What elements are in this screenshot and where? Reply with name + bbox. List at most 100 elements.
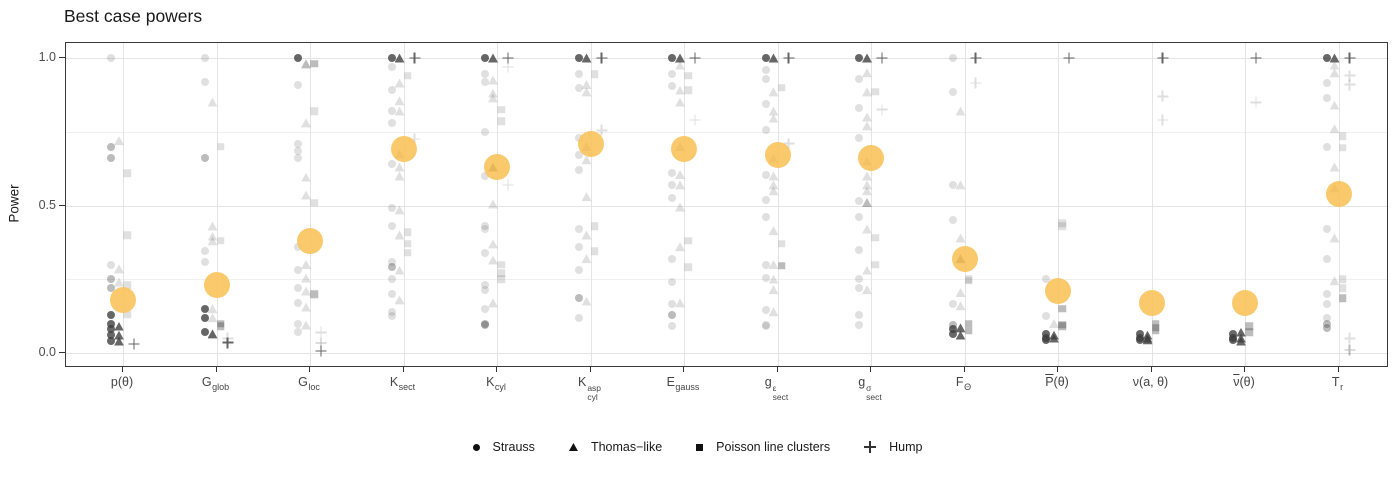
mean-point — [671, 136, 697, 163]
gridline-horizontal — [66, 131, 1387, 133]
data-point — [955, 106, 966, 116]
data-point — [1151, 324, 1160, 332]
gridline-horizontal — [66, 353, 1387, 355]
data-point — [481, 320, 489, 329]
data-point — [1157, 90, 1168, 102]
data-point — [200, 247, 209, 256]
circle-icon — [472, 443, 480, 451]
data-point — [481, 70, 489, 79]
x-tickmark — [870, 367, 872, 372]
x-tick-label: ν(θ) — [1233, 375, 1255, 389]
data-point — [668, 194, 676, 203]
data-point — [1058, 305, 1066, 313]
data-point — [783, 138, 794, 150]
data-point — [855, 320, 863, 329]
gridline-horizontal — [66, 205, 1387, 207]
x-tick-label-sub: cyl — [494, 382, 506, 392]
data-point — [387, 307, 396, 316]
data-point — [114, 264, 124, 274]
gridline-vertical — [216, 43, 218, 366]
data-point — [768, 106, 779, 116]
x-tick-label-base: K — [577, 375, 587, 389]
data-point — [761, 126, 770, 135]
data-point — [675, 298, 685, 308]
data-point — [301, 302, 311, 312]
data-point — [862, 180, 872, 190]
data-point — [200, 77, 209, 86]
mean-point — [577, 130, 604, 157]
x-tick-label-sub: gauss — [675, 382, 700, 392]
data-point — [1236, 327, 1246, 337]
data-point — [768, 307, 779, 317]
data-point — [1236, 336, 1246, 346]
data-point — [955, 330, 966, 340]
data-point — [761, 322, 770, 331]
x-tickmark — [122, 367, 124, 372]
data-point — [481, 77, 489, 86]
data-point — [862, 285, 872, 295]
data-point — [481, 222, 489, 231]
gridline-horizontal — [66, 58, 1387, 60]
data-point — [1344, 52, 1355, 64]
data-point — [1329, 60, 1340, 70]
data-point — [855, 133, 863, 142]
data-point — [403, 240, 412, 248]
data-point — [1250, 52, 1262, 64]
data-point — [948, 54, 957, 62]
x-tick-label: g σ sect — [858, 375, 882, 402]
data-point — [1049, 333, 1059, 343]
data-point — [107, 54, 115, 62]
data-point — [1329, 276, 1340, 286]
data-point — [207, 231, 218, 241]
data-point — [394, 162, 405, 172]
data-point — [107, 275, 115, 284]
data-point — [1338, 132, 1347, 140]
mean-point — [1045, 278, 1071, 305]
data-point — [581, 155, 592, 165]
data-point — [315, 345, 327, 357]
legend-label: Hump — [889, 440, 923, 454]
data-point — [502, 52, 514, 64]
x-tickmark — [776, 367, 778, 372]
data-point — [876, 104, 888, 116]
gridline-vertical — [1151, 43, 1153, 366]
data-point — [301, 118, 311, 128]
data-point — [207, 236, 218, 246]
data-point — [294, 139, 302, 148]
gridline-vertical — [403, 43, 405, 366]
data-point — [675, 60, 685, 70]
data-point — [581, 53, 592, 63]
data-point — [777, 240, 786, 248]
data-point — [488, 239, 498, 249]
x-tick-label-supsub: σ sect — [866, 383, 882, 402]
data-point — [862, 53, 872, 63]
data-point — [1329, 53, 1340, 63]
data-point — [1250, 96, 1262, 108]
data-point — [387, 275, 396, 284]
data-point — [207, 329, 218, 339]
data-point — [590, 70, 599, 78]
data-point — [761, 170, 770, 179]
y-axis-title: Power — [6, 184, 22, 223]
data-point — [574, 54, 583, 62]
data-point — [777, 262, 786, 270]
data-point — [387, 222, 396, 231]
gridline-horizontal — [66, 279, 1387, 281]
data-point — [1329, 233, 1340, 243]
data-point — [1338, 294, 1347, 303]
data-point — [964, 319, 973, 328]
data-point — [964, 327, 973, 335]
data-point — [107, 154, 115, 163]
data-point — [394, 205, 405, 215]
data-point — [955, 180, 966, 190]
data-point — [855, 213, 863, 222]
data-point — [668, 300, 676, 309]
legend-label: Poisson line clusters — [716, 440, 831, 454]
x-tick-label: ν(a, θ) — [1133, 375, 1168, 389]
data-point — [315, 337, 327, 349]
data-point — [675, 202, 685, 212]
x-tickmark — [402, 367, 404, 372]
data-point — [497, 117, 505, 126]
data-point — [684, 86, 692, 95]
data-point — [481, 319, 489, 328]
